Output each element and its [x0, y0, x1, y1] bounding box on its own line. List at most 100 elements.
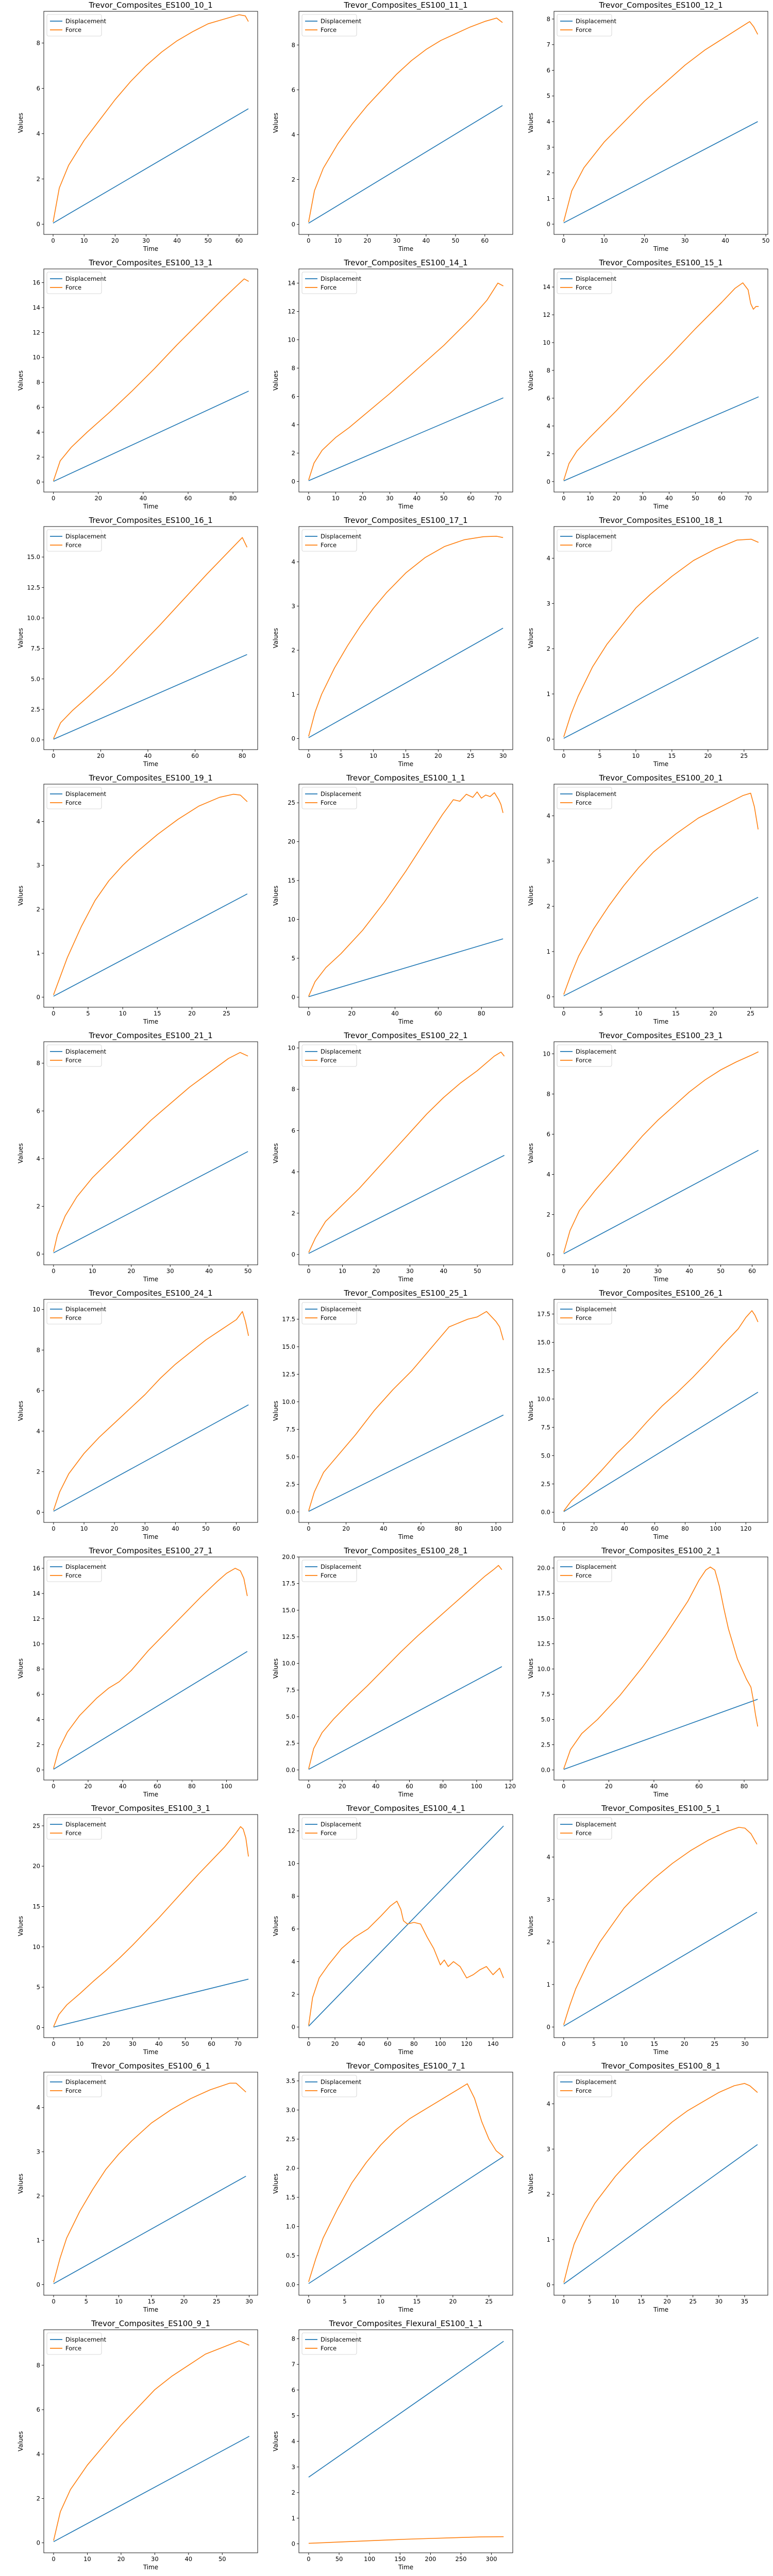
legend-label-displacement: Displacement	[576, 1048, 617, 1055]
legend-box	[46, 787, 102, 809]
x-tick-label: 40	[155, 2040, 163, 2047]
chart-panel: Trevor_Composites_ES100_22_1 0 10 20 30 40 50 0…	[271, 1030, 518, 1288]
y-tick-label: 8	[292, 1086, 295, 1093]
x-tick-label: 20	[111, 237, 119, 244]
y-tick-label: 4	[292, 2438, 295, 2445]
y-tick-label: 6	[37, 404, 40, 411]
y-tick-label: 14	[288, 279, 295, 286]
x-tick-label: 0	[307, 2555, 310, 2563]
x-axis-label: Time	[143, 2564, 158, 2571]
series-line-displacement	[53, 1404, 249, 1512]
y-tick-label: 10.0	[27, 614, 40, 621]
series-line-displacement	[53, 2176, 246, 2284]
y-tick-label: 2	[292, 1991, 295, 1998]
y-tick-label: 2.5	[286, 2136, 295, 2143]
chart-svg: Trevor_Composites_ES100_18_1 0 5 10 15 20 25 0 1…	[527, 516, 768, 768]
legend-label-displacement: Displacement	[576, 1821, 617, 1828]
legend-label-force: Force	[321, 1314, 337, 1321]
x-tick-label: 50	[762, 237, 770, 244]
x-axis-label: Time	[398, 2048, 413, 2056]
x-tick-label: 60	[406, 1783, 413, 1790]
x-tick-label: 60	[236, 237, 243, 244]
x-tick-label: 25	[689, 2298, 697, 2305]
x-tick-label: 30	[715, 2298, 722, 2305]
x-tick-label: 120	[461, 2040, 473, 2047]
x-axis-label: Time	[398, 503, 413, 510]
legend-label-displacement: Displacement	[321, 2336, 362, 2343]
y-tick-label: 17.5	[537, 1590, 550, 1597]
x-tick-label: 20	[85, 1783, 92, 1790]
x-tick-label: 60	[184, 495, 192, 502]
y-tick-label: 3	[547, 857, 550, 865]
y-tick-label: 2	[37, 1468, 40, 1476]
series-line-displacement	[308, 397, 503, 481]
x-tick-label: 60	[208, 2040, 215, 2047]
legend-label-displacement: Displacement	[321, 533, 362, 540]
x-tick-label: 0	[562, 1010, 565, 1017]
series-line-force	[308, 1565, 502, 1769]
plot-frame	[298, 1556, 513, 1781]
y-tick-label: 8	[292, 41, 295, 48]
chart-title: Trevor_Composites_ES100_15_1	[598, 258, 722, 268]
y-tick-label: 15.0	[537, 1339, 550, 1346]
y-axis-label: Values	[17, 1658, 24, 1679]
chart-title: Trevor_Composites_ES100_3_1	[91, 1804, 210, 1814]
legend-box	[557, 529, 612, 552]
chart-title: Trevor_Composites_Flexural_ES100_1_1	[328, 2319, 482, 2329]
x-tick-label: 30	[386, 495, 394, 502]
series-line-force	[563, 538, 759, 737]
chart-panel: Trevor_Composites_ES100_25_1 0 20 40 60 80 100…	[271, 1288, 518, 1546]
x-tick-label: 30	[654, 1267, 662, 1275]
x-tick-label: 10	[632, 752, 640, 759]
y-tick-label: 6	[37, 2406, 40, 2413]
y-tick-label: 4	[37, 818, 40, 825]
legend-label-force: Force	[576, 1057, 592, 1064]
y-tick-label: 0	[547, 2023, 550, 2030]
x-tick-label: 0	[562, 1783, 565, 1790]
chart-svg: Trevor_Composites_ES100_12_1 0 10 20 30 40 50 0…	[527, 1, 770, 252]
x-axis-label: Time	[653, 1791, 668, 1798]
x-tick-label: 120	[740, 1525, 751, 1532]
y-axis-label: Values	[527, 1658, 534, 1679]
y-tick-label: 20	[32, 1862, 40, 1870]
y-axis-label: Values	[17, 2174, 24, 2194]
chart-svg: Trevor_Composites_ES100_14_10 10 20 30 40 50 6…	[272, 258, 513, 510]
x-tick-label: 0	[562, 1267, 565, 1275]
x-tick-label: 80	[188, 1783, 196, 1790]
legend-label-displacement: Displacement	[321, 1821, 362, 1828]
x-tick-label: 20	[188, 1010, 196, 1017]
plot-frame	[553, 2072, 768, 2296]
x-tick-label: 50	[452, 237, 460, 244]
y-tick-label: 2	[547, 2191, 550, 2198]
x-tick-label: 30	[406, 1267, 414, 1275]
x-tick-label: 0	[307, 495, 310, 502]
y-tick-label: 2	[547, 1211, 550, 1218]
x-tick-label: 30	[129, 2040, 137, 2047]
series-line-displacement	[563, 896, 759, 996]
x-axis-label: Time	[398, 2564, 413, 2571]
y-tick-label: 5	[37, 1984, 40, 1991]
series-line-displacement	[308, 628, 503, 738]
y-tick-label: 4	[292, 131, 295, 138]
series-line-force	[308, 282, 504, 480]
x-axis-label: Time	[398, 245, 413, 252]
y-tick-label: 6	[547, 395, 550, 402]
series-line-force	[308, 2536, 504, 2544]
series-line-force	[53, 1826, 249, 2027]
y-tick-label: 2	[547, 645, 550, 652]
series-line-force	[53, 537, 248, 739]
series-line-displacement	[308, 1414, 504, 1512]
series-line-displacement	[308, 2341, 504, 2478]
x-tick-label: 20	[331, 2040, 339, 2047]
y-tick-label: 10	[543, 1050, 550, 1057]
series-line-force	[53, 1311, 249, 1511]
y-tick-label: 4	[547, 2100, 550, 2107]
x-tick-label: 200	[425, 2555, 436, 2563]
chart-panel: Trevor_Composites_ES100_23_1 0 10 20 30 40 50 6…	[526, 1030, 773, 1288]
legend-label-displacement: Displacement	[576, 2078, 617, 2086]
legend-box	[46, 1302, 102, 1325]
y-tick-label: 0	[547, 993, 550, 1001]
